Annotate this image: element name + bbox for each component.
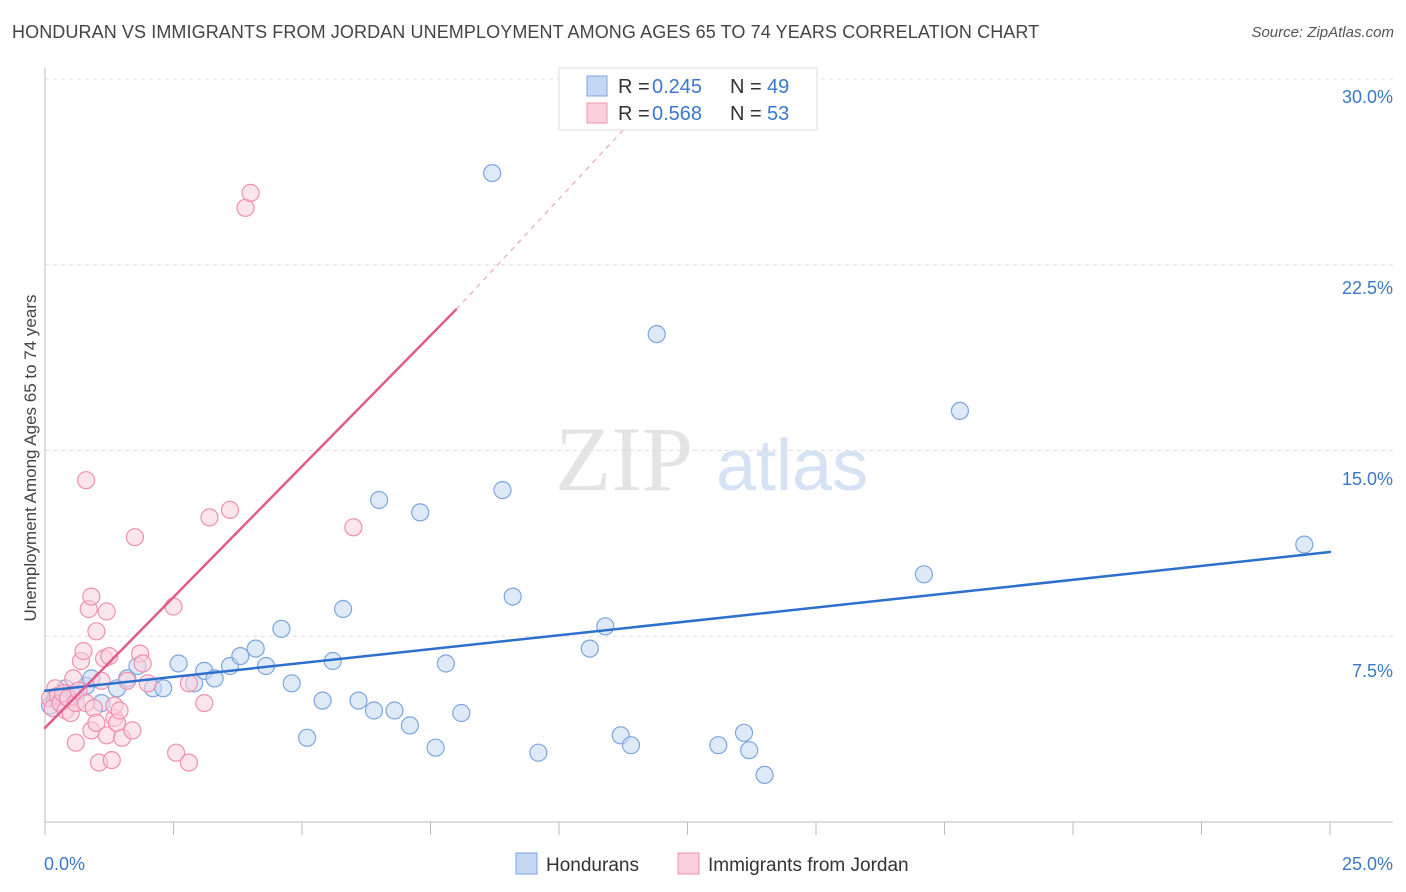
point-jordan-18 bbox=[82, 587, 101, 606]
point-hondurans-50 bbox=[914, 565, 934, 584]
trend-lines bbox=[43, 115, 1332, 730]
point-jordan-45 bbox=[195, 693, 214, 713]
point-hondurans-35 bbox=[436, 654, 455, 673]
legend-n-label-0: N = bbox=[730, 76, 762, 98]
legend-n-value-1: 53 bbox=[767, 103, 789, 125]
point-jordan-29 bbox=[102, 750, 121, 770]
point-hondurans-31 bbox=[385, 701, 404, 720]
legend-n-value-0: 49 bbox=[767, 76, 789, 98]
point-jordan-47 bbox=[220, 500, 240, 519]
point-hondurans-46 bbox=[709, 736, 728, 755]
point-jordan-44 bbox=[179, 753, 198, 772]
y-tick-label-22-5: 22.5% bbox=[1342, 278, 1393, 298]
point-hondurans-32 bbox=[400, 716, 419, 735]
point-jordan-43 bbox=[179, 674, 198, 693]
legend-swatch-hondurans bbox=[586, 75, 608, 97]
point-hondurans-48 bbox=[740, 741, 759, 760]
point-jordan-21 bbox=[87, 713, 106, 733]
point-hondurans-29 bbox=[364, 701, 384, 720]
point-jordan-26 bbox=[97, 602, 116, 621]
point-jordan-16 bbox=[76, 471, 96, 490]
point-hondurans-22 bbox=[272, 619, 291, 638]
y-tick-label-7-5: 7.5% bbox=[1352, 661, 1393, 681]
point-hondurans-19 bbox=[231, 646, 250, 666]
legend-bottom-swatch-jordan bbox=[677, 852, 700, 875]
point-hondurans-38 bbox=[493, 481, 512, 500]
point-hondurans-14 bbox=[169, 654, 188, 673]
point-hondurans-42 bbox=[596, 617, 615, 636]
legend-bottom-label-hondurans: Hondurans bbox=[546, 855, 639, 876]
point-hondurans-47 bbox=[734, 723, 754, 742]
point-hondurans-24 bbox=[298, 728, 317, 747]
trend-line-jordan-extension bbox=[455, 115, 637, 310]
legend-top: R = 0.245 N = 49 R = 0.568 N = 53 bbox=[558, 67, 818, 131]
point-hondurans-34 bbox=[426, 738, 445, 757]
chart-title: HONDURAN VS IMMIGRANTS FROM JORDAN UNEMP… bbox=[12, 22, 1040, 42]
point-hondurans-33 bbox=[411, 503, 430, 522]
point-hondurans-20 bbox=[246, 639, 265, 658]
point-hondurans-51 bbox=[950, 401, 970, 420]
watermark-zip: ZIP bbox=[555, 408, 693, 510]
legend-n-label-1: N = bbox=[730, 103, 762, 125]
point-hondurans-28 bbox=[349, 691, 368, 710]
legend-r-value-1: 0.568 bbox=[652, 103, 702, 125]
point-hondurans-52 bbox=[1295, 535, 1314, 554]
legend-r-label-1: R = bbox=[618, 103, 650, 125]
point-hondurans-41 bbox=[580, 639, 599, 658]
point-hondurans-25 bbox=[313, 691, 332, 710]
y-tick-label-15: 15.0% bbox=[1342, 469, 1393, 489]
point-hondurans-36 bbox=[452, 703, 471, 723]
point-hondurans-23 bbox=[282, 674, 301, 693]
x-tick-label-min: 0.0% bbox=[44, 854, 85, 874]
legend-swatch-jordan bbox=[586, 102, 608, 124]
point-jordan-42 bbox=[167, 743, 186, 762]
point-jordan-33 bbox=[110, 701, 129, 720]
legend-bottom-swatch-hondurans bbox=[515, 852, 538, 875]
point-hondurans-30 bbox=[370, 490, 389, 510]
point-hondurans-49 bbox=[755, 765, 774, 785]
y-axis-title: Unemployment Among Ages 65 to 74 years bbox=[21, 295, 40, 622]
point-hondurans-40 bbox=[529, 743, 548, 762]
legend-bottom-label-jordan: Immigrants from Jordan bbox=[708, 855, 909, 876]
legend-r-label-0: R = bbox=[618, 76, 650, 98]
point-jordan-20 bbox=[84, 698, 103, 718]
trend-line-jordan bbox=[43, 308, 458, 730]
point-jordan-22 bbox=[87, 622, 106, 641]
x-tick-marks bbox=[44, 822, 1331, 835]
point-jordan-50 bbox=[344, 518, 363, 537]
point-jordan-39 bbox=[133, 654, 152, 673]
point-hondurans-37 bbox=[483, 164, 502, 183]
point-hondurans-45 bbox=[647, 325, 666, 344]
point-jordan-14 bbox=[74, 641, 93, 661]
point-jordan-28 bbox=[100, 646, 119, 666]
point-hondurans-44 bbox=[621, 736, 641, 755]
point-jordan-36 bbox=[123, 721, 142, 740]
chart-source: Source: ZipAtlas.com bbox=[1251, 24, 1394, 41]
point-hondurans-39 bbox=[503, 587, 522, 606]
point-jordan-49 bbox=[241, 183, 260, 202]
gridlines bbox=[45, 78, 1393, 637]
legend-r-value-0: 0.245 bbox=[652, 76, 702, 98]
x-tick-label-max: 25.0% bbox=[1342, 854, 1393, 874]
point-jordan-11 bbox=[66, 733, 85, 752]
point-jordan-37 bbox=[125, 528, 144, 547]
trend-line-hondurans bbox=[43, 550, 1332, 692]
point-jordan-41 bbox=[164, 597, 183, 616]
point-hondurans-13 bbox=[154, 679, 173, 698]
watermark-atlas: atlas bbox=[716, 426, 868, 506]
y-tick-label-30: 30.0% bbox=[1342, 87, 1393, 107]
point-hondurans-17 bbox=[205, 669, 224, 688]
legend-bottom: Hondurans Immigrants from Jordan bbox=[515, 852, 909, 876]
point-jordan-40 bbox=[138, 674, 157, 693]
point-hondurans-27 bbox=[334, 599, 353, 619]
point-jordan-46 bbox=[200, 508, 219, 527]
